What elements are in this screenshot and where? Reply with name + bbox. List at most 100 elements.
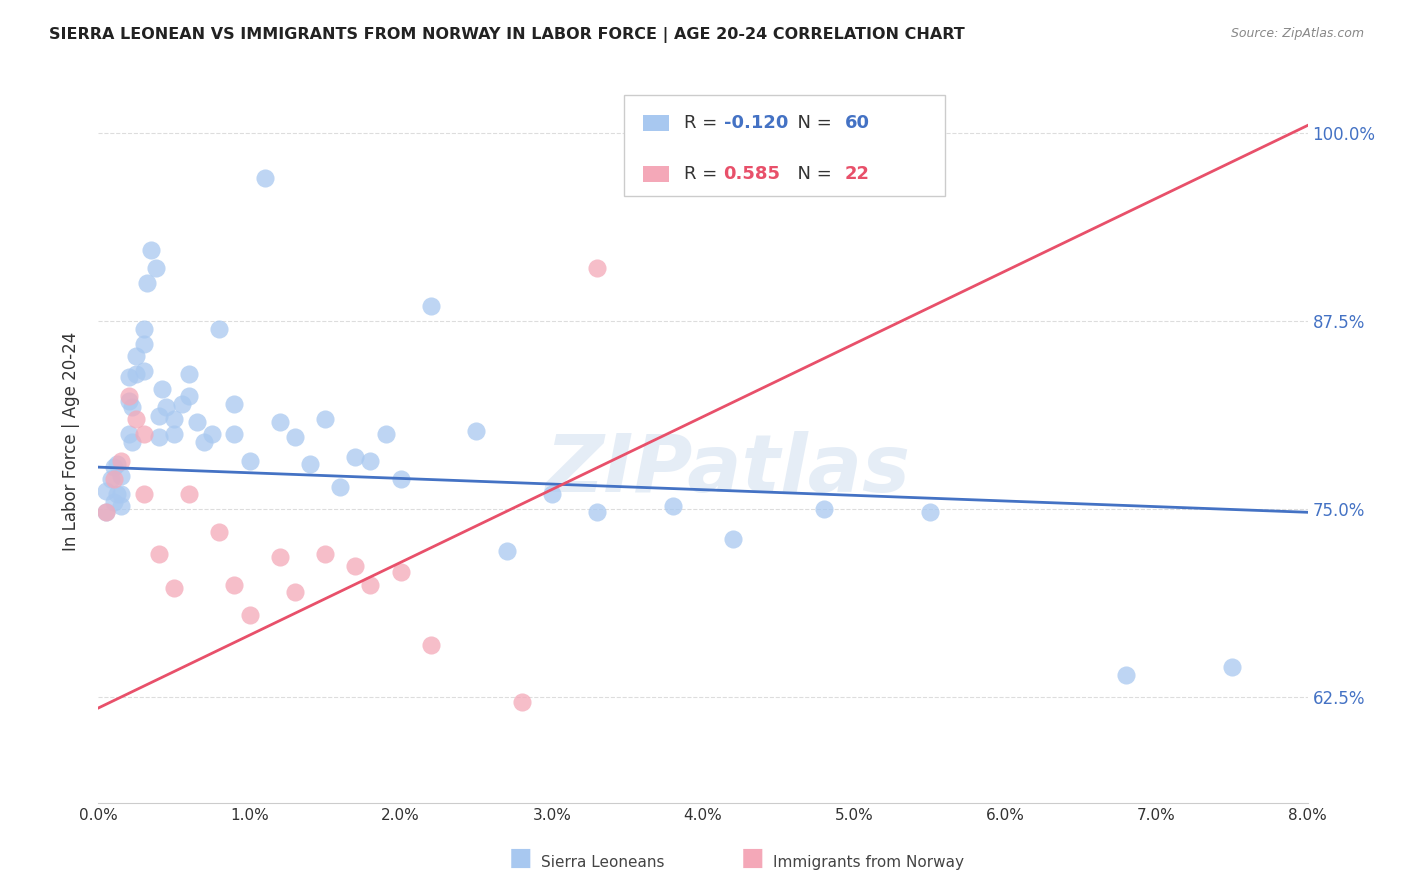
Point <box>100 472 122 486</box>
Point <box>201 427 224 442</box>
Point <box>179 367 201 381</box>
Point <box>105 487 128 501</box>
Point <box>150 382 173 396</box>
Point <box>103 472 125 486</box>
Point <box>141 244 163 258</box>
Point <box>1115 668 1137 682</box>
Text: Sierra Leoneans: Sierra Leoneans <box>541 855 665 870</box>
Point <box>110 469 132 483</box>
Point <box>224 427 246 442</box>
Point <box>723 533 745 547</box>
Point <box>420 638 443 652</box>
Point <box>269 415 291 429</box>
Point <box>918 505 941 519</box>
Point <box>125 412 148 426</box>
Text: ■: ■ <box>509 846 531 870</box>
Point <box>389 566 412 580</box>
Text: ZIPatlas: ZIPatlas <box>544 432 910 509</box>
Point <box>148 548 170 562</box>
Text: Source: ZipAtlas.com: Source: ZipAtlas.com <box>1230 27 1364 40</box>
Text: ■: ■ <box>741 846 763 870</box>
Point <box>239 607 262 622</box>
Point <box>163 427 186 442</box>
Point <box>193 434 215 449</box>
Point <box>145 261 167 276</box>
Point <box>103 460 125 475</box>
Text: 22: 22 <box>845 165 869 183</box>
Point <box>132 336 155 351</box>
Point <box>163 581 186 595</box>
Point <box>299 457 322 471</box>
Point <box>329 480 352 494</box>
Point <box>510 695 533 709</box>
Y-axis label: In Labor Force | Age 20-24: In Labor Force | Age 20-24 <box>62 332 80 551</box>
Text: R =: R = <box>683 165 728 183</box>
Point <box>495 544 517 558</box>
Point <box>1220 660 1243 674</box>
Text: 60: 60 <box>845 114 869 132</box>
Point <box>103 494 125 508</box>
Point <box>118 369 141 384</box>
Point <box>132 321 155 335</box>
Point <box>135 277 157 291</box>
Point <box>420 299 443 313</box>
Point <box>110 500 132 514</box>
Point <box>148 430 170 444</box>
Point <box>125 367 148 381</box>
Point <box>661 500 683 514</box>
Point <box>148 409 170 423</box>
Point <box>110 454 132 468</box>
Point <box>224 397 246 411</box>
Text: R =: R = <box>683 114 723 132</box>
Point <box>586 261 609 276</box>
Point <box>239 454 262 468</box>
Point <box>253 171 276 186</box>
Point <box>118 393 141 408</box>
Point <box>94 505 117 519</box>
Text: Immigrants from Norway: Immigrants from Norway <box>773 855 965 870</box>
Point <box>374 427 396 442</box>
Point <box>344 450 367 464</box>
Point <box>170 397 193 411</box>
Point <box>94 505 117 519</box>
Bar <box>643 115 669 131</box>
Point <box>125 349 148 363</box>
Point <box>586 505 609 519</box>
Point <box>118 427 141 442</box>
Text: N =: N = <box>786 165 838 183</box>
Point <box>540 487 562 501</box>
Point <box>813 502 835 516</box>
Point <box>94 484 117 499</box>
Text: -0.120: -0.120 <box>724 114 787 132</box>
Point <box>314 548 336 562</box>
Point <box>360 577 382 591</box>
Point <box>132 364 155 378</box>
Point <box>224 577 246 591</box>
Point <box>118 389 141 403</box>
Point <box>208 321 231 335</box>
Text: SIERRA LEONEAN VS IMMIGRANTS FROM NORWAY IN LABOR FORCE | AGE 20-24 CORRELATION : SIERRA LEONEAN VS IMMIGRANTS FROM NORWAY… <box>49 27 965 43</box>
Bar <box>624 95 945 196</box>
Point <box>179 487 201 501</box>
Point <box>132 427 155 442</box>
Text: 0.585: 0.585 <box>724 165 780 183</box>
Point <box>132 487 155 501</box>
Point <box>121 434 143 449</box>
Point <box>105 457 128 471</box>
Point <box>110 487 132 501</box>
Point <box>186 415 208 429</box>
Point <box>344 559 367 574</box>
Point <box>163 412 186 426</box>
Point <box>179 389 201 403</box>
Bar <box>643 166 669 182</box>
Point <box>208 524 231 539</box>
Text: N =: N = <box>786 114 838 132</box>
Point <box>314 412 336 426</box>
Point <box>360 454 382 468</box>
Point <box>155 400 177 414</box>
Point <box>284 585 307 599</box>
Point <box>389 472 412 486</box>
Point <box>465 424 488 438</box>
Point <box>284 430 307 444</box>
Point <box>121 400 143 414</box>
